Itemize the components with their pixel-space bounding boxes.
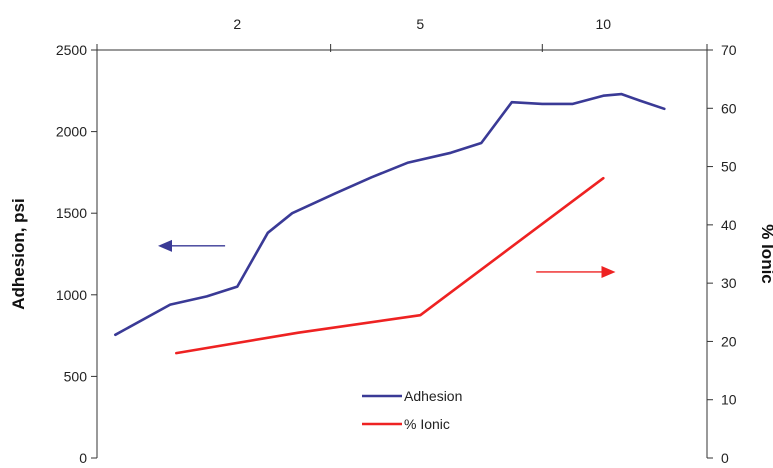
left-axis-title: Adhesion, psi: [9, 198, 28, 309]
legend-label: % Ionic: [404, 416, 450, 432]
right-tick-label: 60: [721, 100, 737, 116]
top-tick-label: 10: [596, 16, 612, 32]
legend: Adhesion % Ionic: [362, 388, 462, 432]
axes: 0 500 1000 1500 2000 2500 0 10 20 30 40 50 60 70 2 5 10 A…: [9, 16, 773, 466]
arrow-head: [601, 265, 616, 278]
left-tick-label: 0: [79, 450, 87, 466]
annotation-layer: [158, 239, 616, 278]
arrow-head: [158, 239, 172, 252]
series-line-ionic: [175, 176, 605, 355]
legend-label: Adhesion: [404, 388, 462, 404]
left-tick-label: 2500: [56, 42, 87, 58]
series-line-adhesion: [114, 92, 666, 337]
right-tick-label: 30: [721, 275, 737, 291]
series-layer: [114, 92, 666, 355]
right-tick-label: 0: [721, 450, 729, 466]
right-axis-title: % Ionic: [758, 224, 773, 284]
left-tick-label: 500: [64, 368, 88, 384]
top-tick-label: 5: [416, 16, 424, 32]
left-tick-label: 1500: [56, 205, 87, 221]
right-tick-label: 40: [721, 217, 737, 233]
left-tick-label: 1000: [56, 287, 87, 303]
left-tick-label: 2000: [56, 124, 87, 140]
right-tick-label: 70: [721, 42, 737, 58]
right-tick-label: 20: [721, 333, 737, 349]
right-tick-label: 10: [721, 392, 737, 408]
top-tick-label: 2: [233, 16, 241, 32]
right-tick-label: 50: [721, 159, 737, 175]
